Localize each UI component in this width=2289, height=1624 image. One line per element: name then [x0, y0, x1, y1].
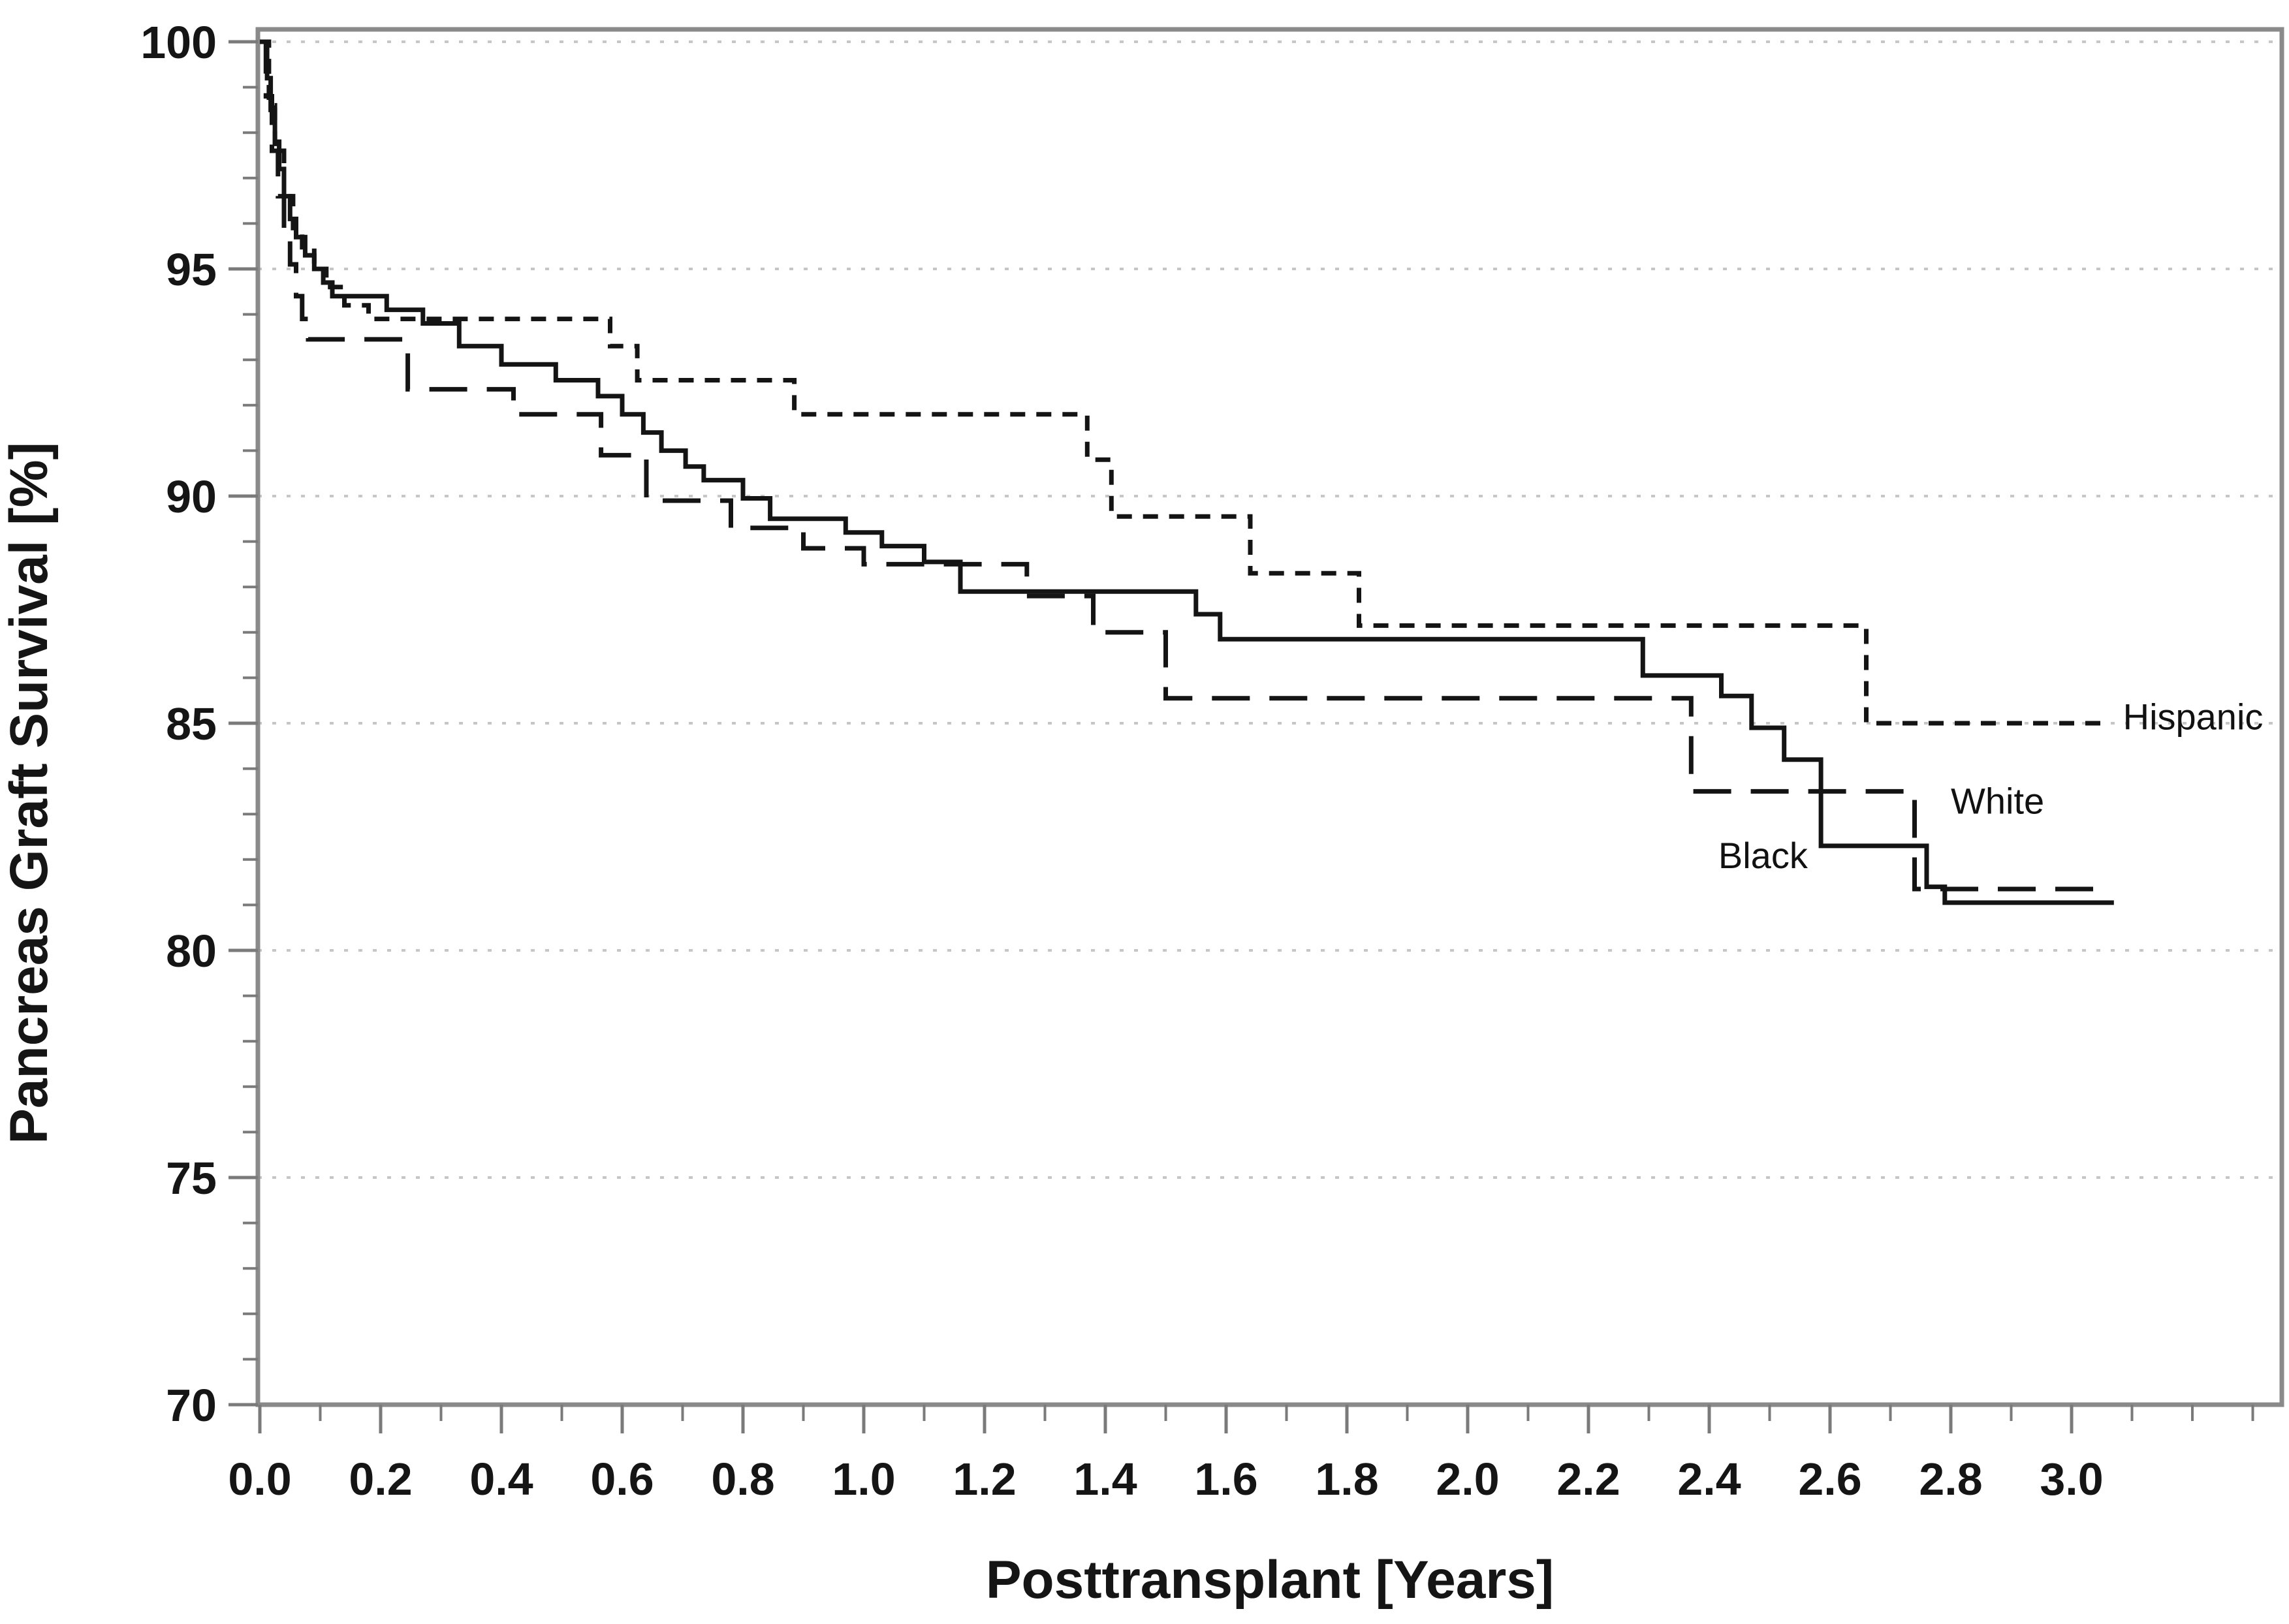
y-tick-label: 100: [140, 17, 217, 68]
y-axis-tick-labels: 70 75 80 85 90 95 100: [140, 17, 217, 1431]
gridlines: [258, 40, 2282, 1406]
y-tick-label: 80: [166, 926, 217, 976]
x-axis-ticks: [258, 1405, 2254, 1433]
x-tick-label: 1.8: [1315, 1454, 1378, 1505]
y-tick-label: 75: [166, 1153, 217, 1204]
curve-white: [260, 39, 2102, 892]
x-tick-label: 2.4: [1677, 1454, 1741, 1505]
x-tick-label: 1.6: [1194, 1454, 1257, 1505]
x-tick-label: 1.2: [953, 1454, 1016, 1505]
y-tick-label: 85: [166, 698, 217, 749]
survival-curves: [260, 39, 2114, 905]
y-tick-label: 95: [166, 244, 217, 295]
x-tick-label: 2.8: [1919, 1454, 1982, 1505]
curve-hispanic: [260, 39, 2108, 726]
x-axis-tick-labels: 0.0 0.2 0.4 0.6 0.8 1.0 1.2 1.4 1.6 1.8 2.0 2.2 2.4 2…: [228, 1454, 2103, 1505]
x-tick-label: 1.0: [832, 1454, 895, 1505]
x-tick-label: 2.2: [1556, 1454, 1620, 1505]
series-label-hispanic: Hispanic: [2123, 696, 2264, 738]
x-tick-label: 0.6: [590, 1454, 654, 1505]
x-tick-label: 2.0: [1436, 1454, 1499, 1505]
series-label-white: White: [1951, 780, 2044, 821]
x-tick-label: 1.4: [1073, 1454, 1137, 1505]
y-axis-title: Pancreas Graft Survival [%]: [0, 442, 59, 1144]
plot-frame: [255, 27, 2284, 1407]
y-tick-label: 70: [166, 1380, 217, 1431]
series-label-black: Black: [1718, 835, 1808, 876]
curve-black: [260, 39, 2114, 905]
x-tick-label: 0.2: [349, 1454, 412, 1505]
y-axis-ticks: [229, 40, 258, 1407]
x-tick-label: 0.8: [711, 1454, 774, 1505]
x-tick-label: 0.4: [469, 1454, 533, 1505]
x-tick-label: 0.0: [228, 1454, 291, 1505]
x-tick-label: 2.6: [1798, 1454, 1861, 1505]
y-tick-label: 90: [166, 471, 217, 522]
x-axis-title: Posttransplant [Years]: [986, 1550, 1554, 1610]
x-tick-label: 3.0: [2040, 1454, 2103, 1505]
